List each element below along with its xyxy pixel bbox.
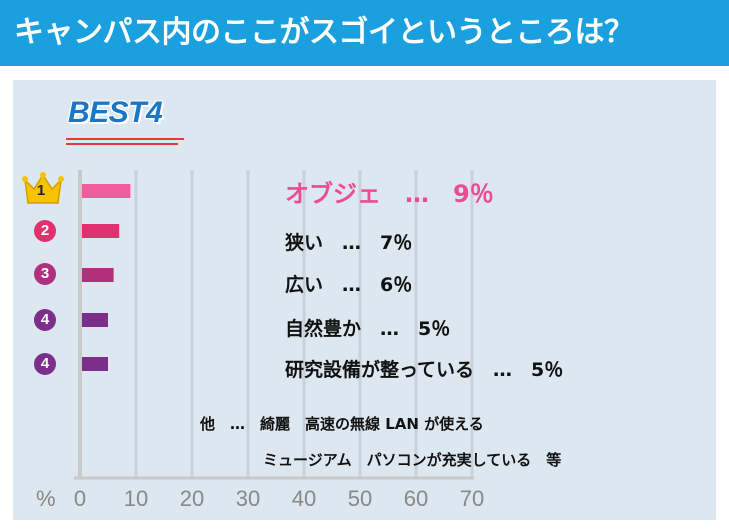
bar-4 bbox=[82, 313, 108, 327]
x-tick-30: 30 bbox=[235, 486, 261, 511]
rank-badge-2: 2 bbox=[34, 220, 56, 242]
x-tick-0: 0 bbox=[73, 486, 87, 511]
best4-underline-2 bbox=[66, 143, 178, 145]
bar-label-wide: 広い … 6％ bbox=[285, 274, 413, 296]
others-note: 他 … 綺麗 高速の無線 LAN が使える bbox=[200, 415, 484, 433]
crown-icon bbox=[22, 172, 64, 204]
best4-badge: BEST4 bbox=[68, 96, 163, 129]
bar-label-facilities: 研究設備が整っている … 5％ bbox=[285, 359, 564, 381]
bar-label-objet: オブジェ … 9％ bbox=[285, 180, 494, 208]
others-note-2: ミュージアム パソコンが充実している 等 bbox=[263, 451, 562, 469]
rank-badge-4b: 4 bbox=[34, 353, 56, 375]
x-tick-40: 40 bbox=[291, 486, 317, 511]
x-tick-50: 50 bbox=[347, 486, 373, 511]
bar-1 bbox=[82, 184, 131, 198]
bar-5 bbox=[82, 357, 108, 371]
rank-badge-1: 1 bbox=[36, 182, 46, 199]
best4-underline bbox=[66, 138, 184, 140]
bar-3 bbox=[82, 268, 114, 282]
page-title: キャンパス内のここがスゴイというところは？ bbox=[0, 0, 729, 66]
x-tick-70: 70 bbox=[459, 486, 485, 511]
x-tick-60: 60 bbox=[403, 486, 429, 511]
bar-label-narrow: 狭い … 7％ bbox=[285, 232, 413, 254]
chart-panel bbox=[13, 80, 716, 520]
bar-2 bbox=[82, 224, 120, 238]
rank-badge-4: 4 bbox=[34, 309, 56, 331]
bar-label-nature: 自然豊か … 5％ bbox=[285, 318, 451, 340]
x-tick-20: 20 bbox=[179, 486, 205, 511]
axis-unit-label: % bbox=[36, 486, 56, 511]
x-tick-10: 10 bbox=[123, 486, 149, 511]
rank-badge-3: 3 bbox=[34, 263, 56, 285]
